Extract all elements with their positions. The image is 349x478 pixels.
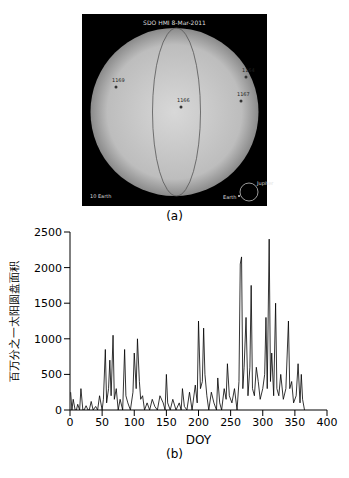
- svg-text:Jupiter: Jupiter: [256, 180, 274, 187]
- svg-text:150: 150: [156, 416, 177, 429]
- svg-text:200: 200: [188, 416, 209, 429]
- svg-text:2500: 2500: [34, 226, 62, 239]
- svg-text:300: 300: [252, 416, 273, 429]
- svg-text:0: 0: [67, 416, 74, 429]
- svg-text:1500: 1500: [34, 297, 62, 310]
- svg-text:1164: 1164: [242, 67, 255, 73]
- html-text:(b): (b): [166, 447, 183, 461]
- svg-text:50: 50: [95, 416, 109, 429]
- svg-text:1167: 1167: [237, 91, 250, 97]
- svg-text:DOY: DOY: [186, 433, 212, 446]
- svg-text:250: 250: [220, 416, 241, 429]
- svg-text:SDO HMI 8-Mar-2011: SDO HMI 8-Mar-2011: [143, 19, 206, 26]
- svg-text:1166: 1166: [177, 97, 190, 103]
- svg-text:350: 350: [284, 416, 305, 429]
- svg-text:10 Earth: 10 Earth: [90, 193, 111, 199]
- svg-text:2000: 2000: [34, 262, 62, 275]
- svg-text:100: 100: [124, 416, 145, 429]
- svg-text:400: 400: [317, 416, 338, 429]
- svg-text:0: 0: [55, 404, 62, 417]
- html-text:(a): (a): [166, 209, 183, 223]
- svg-text:1169: 1169: [112, 77, 125, 83]
- svg-text:500: 500: [41, 368, 62, 381]
- svg-text:1000: 1000: [34, 333, 62, 346]
- svg-text:百万分之一太阳圆盘面积: 百万分之一太阳圆盘面积: [8, 261, 21, 382]
- svg-text:Earth: Earth: [223, 194, 236, 200]
